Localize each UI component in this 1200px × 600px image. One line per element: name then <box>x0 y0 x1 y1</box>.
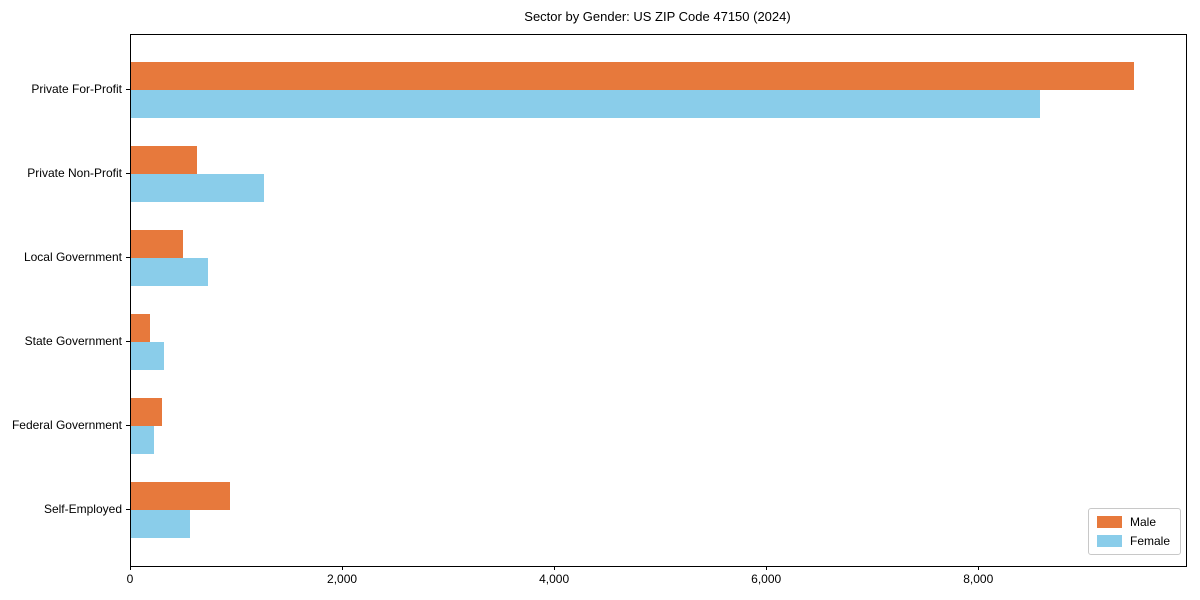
male-color-swatch <box>1096 516 1122 528</box>
y-tick-1 <box>126 173 130 175</box>
y-tick-4 <box>126 425 130 427</box>
bar-female-1 <box>131 174 265 202</box>
legend-entry-male: Male <box>1096 515 1170 529</box>
bar-male-2 <box>131 230 183 258</box>
bar-female-3 <box>131 342 165 370</box>
bar-male-3 <box>131 314 151 342</box>
x-tick-label-2: 4,000 <box>539 572 570 586</box>
bar-female-2 <box>131 258 209 286</box>
y-axis-label-0: Private For-Profit <box>31 82 122 96</box>
bar-female-0 <box>131 90 1040 118</box>
plot-area: Male Female <box>130 34 1187 567</box>
bar-male-5 <box>131 482 231 510</box>
x-tick-label-4: 8,000 <box>963 572 994 586</box>
x-tick-1 <box>342 566 344 570</box>
chart-title: Sector by Gender: US ZIP Code 47150 (202… <box>524 9 791 24</box>
bar-female-5 <box>131 510 190 538</box>
legend-entry-female: Female <box>1096 534 1170 548</box>
y-axis-label-5: Self-Employed <box>43 502 122 516</box>
x-tick-0 <box>130 566 132 570</box>
x-tick-label-1: 2,000 <box>327 572 358 586</box>
y-tick-0 <box>126 89 130 91</box>
legend-label-female: Female <box>1129 534 1170 548</box>
female-color-swatch <box>1096 535 1122 547</box>
bar-female-4 <box>131 426 154 454</box>
bar-male-0 <box>131 62 1134 90</box>
x-tick-label-0: 0 <box>126 572 134 586</box>
x-tick-4 <box>978 566 980 570</box>
x-tick-3 <box>766 566 768 570</box>
y-axis-label-3: State Government <box>24 334 122 348</box>
y-tick-2 <box>126 257 130 259</box>
legend-label-male: Male <box>1129 515 1156 529</box>
y-tick-5 <box>126 509 130 511</box>
x-tick-2 <box>554 566 556 570</box>
y-axis-label-4: Federal Government <box>11 418 122 432</box>
legend: Male Female <box>1087 508 1181 555</box>
y-axis-label-2: Local Government <box>23 250 122 264</box>
bar-male-4 <box>131 398 162 426</box>
y-axis-label-1: Private Non-Profit <box>27 166 122 180</box>
y-tick-3 <box>126 341 130 343</box>
x-tick-label-3: 6,000 <box>751 572 782 586</box>
bar-male-1 <box>131 146 197 174</box>
